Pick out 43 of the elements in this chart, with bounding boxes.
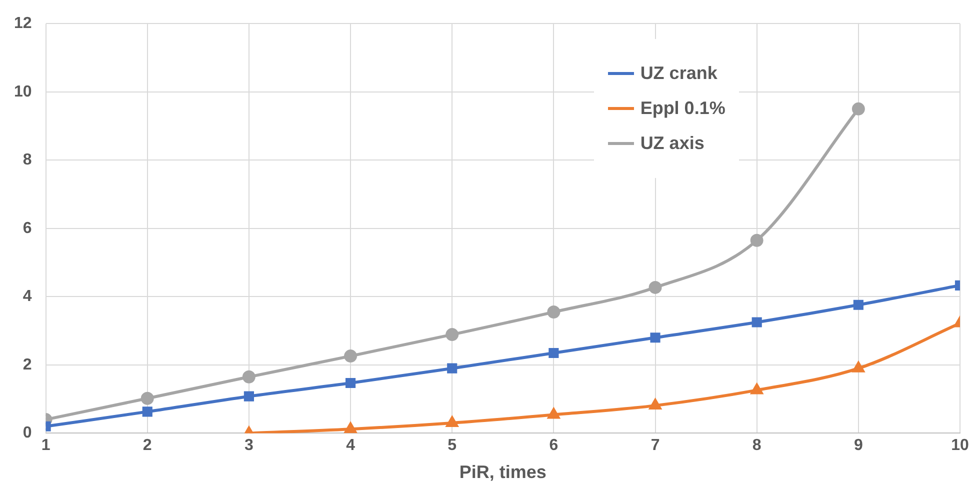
point	[649, 399, 662, 410]
x-tick-label: 7	[650, 437, 660, 454]
x-tick-label: 3	[244, 437, 254, 454]
y-tick-label: 6	[22, 220, 32, 237]
y-tick-label: 12	[14, 15, 32, 32]
y-tick-label: 2	[22, 356, 32, 374]
point	[344, 350, 358, 363]
point	[446, 416, 458, 427]
x-tick-label: 8	[752, 437, 762, 454]
x-tick-label: 2	[142, 437, 152, 454]
point	[140, 392, 154, 405]
x-tick-label: 10	[951, 437, 969, 454]
point	[548, 408, 560, 419]
point	[852, 362, 864, 372]
point	[244, 391, 254, 402]
point	[750, 234, 764, 247]
point	[548, 348, 559, 358]
x-axis-title: PiR, times	[459, 462, 546, 482]
point	[547, 306, 560, 319]
point	[447, 363, 458, 374]
legend-label: UZ axis	[640, 132, 704, 154]
x-tick-label: 1	[41, 437, 50, 454]
point	[242, 370, 256, 384]
point	[853, 300, 864, 310]
point	[446, 328, 459, 342]
x-tick-label: 4	[346, 437, 356, 454]
x-tick-label: 9	[854, 437, 863, 454]
point	[345, 378, 356, 388]
point	[650, 332, 660, 343]
point	[852, 102, 865, 116]
x-tick-label: 5	[448, 437, 457, 454]
y-tick-label: 0	[22, 424, 32, 442]
point	[751, 384, 763, 394]
point	[752, 317, 762, 328]
point	[142, 406, 152, 417]
y-tick-label: 10	[14, 83, 32, 100]
y-tick-label: 4	[22, 288, 32, 306]
point	[648, 280, 662, 294]
y-tick-label: 8	[22, 152, 32, 169]
legend-label: Eppl 0.1%	[640, 98, 726, 119]
point	[344, 422, 356, 434]
x-tick-label: 6	[549, 437, 558, 454]
legend-label: UZ crank	[640, 62, 718, 84]
